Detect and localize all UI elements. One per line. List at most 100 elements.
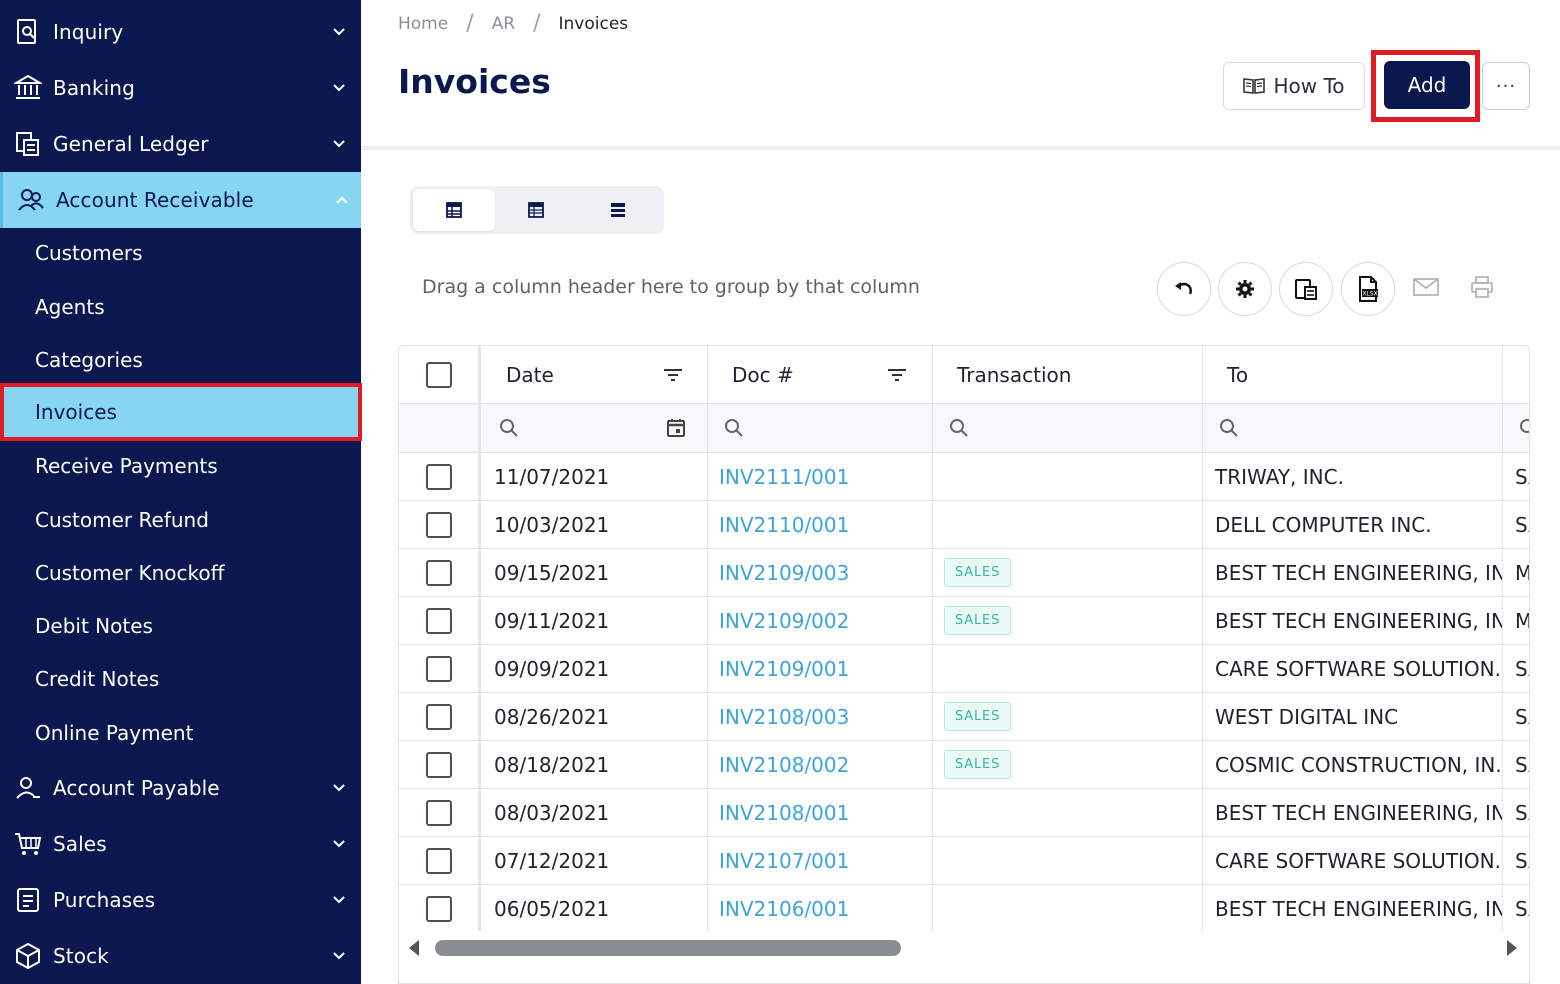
row-checkbox[interactable] xyxy=(425,655,452,682)
row-checkbox[interactable] xyxy=(425,559,452,586)
nav-group-general-ledger[interactable]: General Ledger xyxy=(0,116,361,172)
email-button[interactable] xyxy=(1411,272,1441,302)
transaction-cell xyxy=(933,885,1203,932)
sidebar-item-customer-refund[interactable]: Customer Refund xyxy=(0,493,361,546)
table-row[interactable]: 08/03/2021 INV2108/001 BEST TECH ENGINEERI… xyxy=(399,789,1529,837)
print-button[interactable] xyxy=(1467,272,1497,302)
row-select-cell xyxy=(399,549,481,596)
scroll-right-icon[interactable] xyxy=(1505,939,1519,957)
export-excel-button[interactable]: XLSX xyxy=(1341,262,1395,316)
nav-group-banking[interactable]: Banking xyxy=(0,60,361,116)
to-cell: TRIWAY, INC. xyxy=(1203,453,1503,500)
row-checkbox[interactable] xyxy=(425,703,452,730)
filter-icon[interactable] xyxy=(887,367,907,383)
row-checkbox[interactable] xyxy=(425,799,452,826)
column-header-doc[interactable]: Doc # xyxy=(708,346,933,403)
page-title: Invoices xyxy=(398,62,551,101)
view-standard-button[interactable] xyxy=(495,189,577,231)
row-checkbox[interactable] xyxy=(425,895,452,922)
date-filter-input[interactable] xyxy=(481,404,708,452)
row-select-cell xyxy=(399,789,481,836)
how-to-button[interactable]: How To xyxy=(1223,62,1365,110)
nav-group-account-receivable[interactable]: Account Receivable xyxy=(0,172,361,228)
nav-group-stock[interactable]: Stock xyxy=(0,928,361,984)
scrollbar-thumb[interactable] xyxy=(435,940,901,956)
sidebar-item-online-payment[interactable]: Online Payment xyxy=(0,706,361,759)
row-checkbox[interactable] xyxy=(425,607,452,634)
column-header-date[interactable]: Date xyxy=(481,346,708,403)
column-header-next[interactable] xyxy=(1503,346,1529,403)
table-row[interactable]: 08/18/2021 INV2108/002 SALES COSMIC CONSTRU… xyxy=(399,741,1529,789)
scroll-left-icon[interactable] xyxy=(407,939,421,957)
horizontal-scrollbar[interactable] xyxy=(399,931,1529,963)
sidebar-item-receive-payments[interactable]: Receive Payments xyxy=(0,439,361,492)
column-header-transaction[interactable]: Transaction xyxy=(933,346,1203,403)
sidebar-item-customers[interactable]: Customers xyxy=(0,226,361,279)
select-all-checkbox[interactable] xyxy=(425,361,452,388)
row-checkbox[interactable] xyxy=(425,511,452,538)
next-column-cell: SA xyxy=(1515,800,1529,825)
reset-button[interactable] xyxy=(1157,262,1211,316)
chevron-down-icon xyxy=(333,784,345,792)
calendar-icon[interactable] xyxy=(666,418,686,438)
doc-link[interactable]: INV2108/001 xyxy=(719,800,850,825)
table-row[interactable]: 08/26/2021 INV2108/003 SALES WEST DIGITAL I… xyxy=(399,693,1529,741)
date-cell: 11/07/2021 xyxy=(481,453,708,500)
date-cell: 07/12/2021 xyxy=(481,837,708,884)
view-comfortable-button[interactable] xyxy=(413,189,495,231)
transaction-badge: SALES xyxy=(944,702,1012,731)
nav-group-label: Sales xyxy=(53,832,107,856)
doc-link[interactable]: INV2109/002 xyxy=(719,608,850,633)
next-column-cell: SA xyxy=(1515,464,1529,489)
doc-link[interactable]: INV2108/002 xyxy=(719,752,850,777)
sidebar-item-credit-notes[interactable]: Credit Notes xyxy=(0,652,361,705)
table-row[interactable]: 10/03/2021 INV2110/001 DELL COMPUTER INC. S… xyxy=(399,501,1529,549)
row-checkbox[interactable] xyxy=(425,751,452,778)
breadcrumb-ar[interactable]: AR xyxy=(491,13,516,34)
next-filter-input[interactable] xyxy=(1503,404,1529,452)
settings-button[interactable] xyxy=(1218,262,1272,316)
next-column-cell: SA xyxy=(1515,896,1529,921)
breadcrumb-home[interactable]: Home xyxy=(398,13,449,34)
table-row[interactable]: 07/12/2021 INV2107/001 CARE SOFTWARE SOLUT… xyxy=(399,837,1529,885)
transaction-filter-input[interactable] xyxy=(933,404,1203,452)
doc-link[interactable]: INV2111/001 xyxy=(719,464,850,489)
nav-group-purchases[interactable]: Purchases xyxy=(0,872,361,928)
doc-link[interactable]: INV2106/001 xyxy=(719,896,850,921)
nav-group-label: Banking xyxy=(53,76,135,100)
table-row[interactable]: 09/15/2021 INV2109/003 SALES BEST TECH ENGI… xyxy=(399,549,1529,597)
row-checkbox[interactable] xyxy=(425,463,452,490)
table-row[interactable]: 11/07/2021 INV2111/001 TRIWAY, INC. SA xyxy=(399,453,1529,501)
date-cell: 09/11/2021 xyxy=(481,597,708,644)
add-button[interactable]: Add xyxy=(1384,61,1470,109)
row-checkbox[interactable] xyxy=(425,847,452,874)
doc-link[interactable]: INV2110/001 xyxy=(719,512,850,537)
nav-group-account-payable[interactable]: Account Payable xyxy=(0,760,361,816)
doc-filter-input[interactable] xyxy=(708,404,933,452)
doc-cell: INV2108/002 xyxy=(708,741,933,788)
sidebar-item-invoices[interactable]: Invoices xyxy=(0,383,362,441)
more-options-button[interactable]: ··· xyxy=(1482,62,1530,110)
chevron-up-icon xyxy=(336,196,348,204)
sidebar-item-debit-notes[interactable]: Debit Notes xyxy=(0,599,361,652)
to-filter-input[interactable] xyxy=(1203,404,1503,452)
nav-group-sales[interactable]: Sales xyxy=(0,816,361,872)
doc-link[interactable]: INV2108/003 xyxy=(719,704,850,729)
column-chooser-button[interactable] xyxy=(1279,262,1333,316)
sidebar-item-label: Online Payment xyxy=(35,720,194,745)
doc-link[interactable]: INV2109/001 xyxy=(719,656,850,681)
doc-link[interactable]: INV2109/003 xyxy=(719,560,850,585)
nav-group-inquiry[interactable]: Inquiry xyxy=(0,4,361,60)
column-header-to[interactable]: To xyxy=(1203,346,1503,403)
filter-icon[interactable] xyxy=(663,367,683,383)
sidebar-item-agents[interactable]: Agents xyxy=(0,280,361,333)
table-row[interactable]: 06/05/2021 INV2106/001 BEST TECH ENGINEERI… xyxy=(399,885,1529,933)
doc-link[interactable]: INV2107/001 xyxy=(719,848,850,873)
sidebar-item-categories[interactable]: Categories xyxy=(0,333,361,386)
view-compact-button[interactable] xyxy=(577,189,659,231)
sidebar-item-customer-knockoff[interactable]: Customer Knockoff xyxy=(0,546,361,599)
sidebar-item-label: Customers xyxy=(35,240,143,265)
column-header-label: Date xyxy=(506,362,554,387)
table-row[interactable]: 09/11/2021 INV2109/002 SALES BEST TECH ENGI… xyxy=(399,597,1529,645)
table-row[interactable]: 09/09/2021 INV2109/001 CARE SOFTWARE SOLUT… xyxy=(399,645,1529,693)
